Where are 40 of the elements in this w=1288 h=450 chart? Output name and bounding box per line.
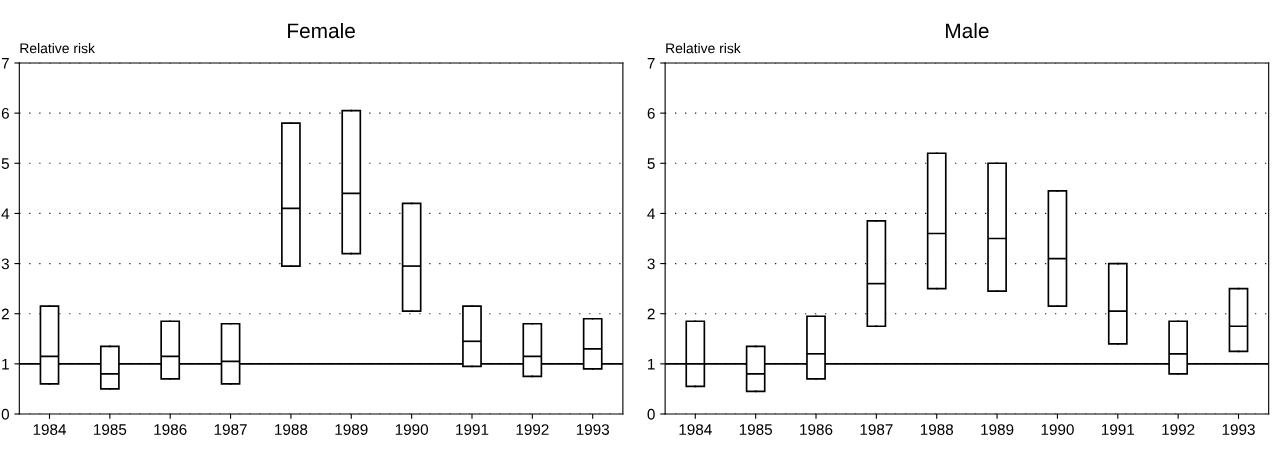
y-tick-label: 1 (648, 358, 655, 370)
x-tick-label: 1990 (1041, 424, 1074, 435)
x-tick-label: 1985 (739, 424, 773, 435)
x-tick-label: 1988 (275, 424, 308, 435)
x-tick-label: 1992 (1162, 424, 1195, 435)
y-tick-label: 3 (647, 258, 655, 270)
y-tick-label: 4 (1, 208, 10, 219)
x-tick-label: 1988 (920, 424, 954, 435)
x-tick-label: 1989 (981, 424, 1014, 435)
y-tick-label: 1 (2, 358, 9, 370)
x-tick-label: 1985 (94, 424, 127, 435)
x-tick-label: 1990 (395, 424, 429, 435)
y-tick-label: 5 (1, 158, 9, 169)
y-axis-title: Relative risk (20, 43, 95, 54)
y-tick-label: 6 (1, 108, 9, 119)
y-tick-label: 5 (647, 158, 655, 169)
x-tick-label: 1991 (456, 424, 489, 435)
x-tick-label: 1984 (33, 424, 67, 435)
chart-title: Male (946, 22, 989, 39)
y-axis-title: Relative risk (666, 43, 741, 54)
y-tick-label: 2 (647, 308, 655, 320)
chart-title: Female (288, 22, 355, 39)
y-tick-label: 7 (1, 58, 9, 69)
x-tick-label: 1989 (335, 424, 368, 435)
y-tick-label: 0 (647, 408, 655, 420)
y-tick-label: 2 (1, 308, 9, 320)
y-tick-label: 0 (1, 408, 9, 420)
y-tick-label: 7 (647, 58, 655, 69)
x-tick-label: 1987 (214, 424, 247, 435)
x-tick-label: 1993 (576, 424, 610, 435)
x-tick-label: 1993 (1222, 424, 1255, 435)
y-tick-label: 4 (647, 208, 655, 219)
x-tick-label: 1986 (800, 424, 833, 435)
x-tick-label: 1986 (154, 424, 187, 435)
x-tick-label: 1984 (679, 424, 712, 435)
x-tick-label: 1991 (1101, 424, 1135, 435)
x-tick-label: 1992 (516, 424, 549, 435)
y-tick-label: 6 (647, 108, 655, 119)
x-tick-label: 1987 (860, 424, 893, 435)
y-tick-label: 3 (1, 258, 9, 270)
